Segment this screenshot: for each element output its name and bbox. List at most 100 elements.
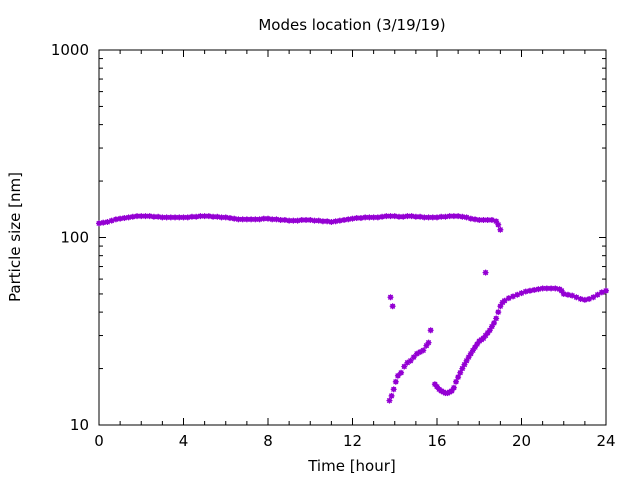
- plot-frame: [98, 49, 607, 426]
- data-point: [389, 303, 396, 310]
- y-tick-label: 1000: [51, 41, 89, 59]
- y-axis-label: Particle size [nm]: [6, 172, 24, 302]
- data-point: [476, 216, 483, 223]
- data-point: [197, 213, 204, 220]
- data-point: [450, 384, 457, 391]
- data-point: [539, 285, 546, 292]
- data-point: [421, 214, 428, 221]
- data-point: [298, 216, 305, 223]
- data-point: [117, 215, 124, 222]
- data-point: [388, 392, 395, 399]
- data-point: [392, 378, 399, 385]
- data-point: [420, 347, 427, 354]
- data-point: [548, 285, 555, 292]
- data-point: [129, 213, 136, 220]
- data-point: [603, 287, 609, 294]
- axis-ticks: 0 4 8 12 16 20 24 10 100 1000: [51, 41, 616, 450]
- data-point: [425, 214, 432, 221]
- data-point: [488, 216, 495, 223]
- data-point: [108, 217, 115, 224]
- data-point: [386, 397, 393, 404]
- data-point: [390, 386, 397, 393]
- data-point: [455, 213, 462, 220]
- data-point: [383, 213, 390, 220]
- data-point: [497, 303, 504, 310]
- data-point: [412, 213, 419, 220]
- data-point: [425, 339, 432, 346]
- data-point: [353, 215, 360, 222]
- x-tick-label: 20: [512, 432, 531, 450]
- data-point: [427, 327, 434, 334]
- data-point: [398, 369, 405, 376]
- x-tick-label: 8: [263, 432, 273, 450]
- data-point: [453, 378, 460, 385]
- y-tick-label: 100: [60, 229, 89, 247]
- data-point: [188, 213, 195, 220]
- data-point: [501, 297, 508, 304]
- data-point: [531, 286, 538, 293]
- data-point: [155, 213, 162, 220]
- data-point: [201, 213, 208, 220]
- data-point: [134, 213, 141, 220]
- data-point: [400, 213, 407, 220]
- data-point: [218, 214, 225, 221]
- data-point: [379, 213, 386, 220]
- data-point: [598, 289, 605, 296]
- x-tick-label: 24: [596, 432, 615, 450]
- data-point: [180, 214, 187, 221]
- data-point: [461, 361, 468, 368]
- data-point: [455, 374, 462, 381]
- data-point: [281, 216, 288, 223]
- data-point: [417, 213, 424, 220]
- data-point: [573, 294, 580, 301]
- data-point: [252, 216, 259, 223]
- data-point: [125, 214, 132, 221]
- data-point: [590, 294, 597, 301]
- data-point: [522, 288, 529, 295]
- data-point: [448, 387, 455, 394]
- data-point: [482, 269, 489, 276]
- data-point: [495, 221, 502, 228]
- data-point: [472, 216, 479, 223]
- data-point: [387, 213, 394, 220]
- data-point: [121, 215, 128, 222]
- data-point: [450, 213, 457, 220]
- data-point: [446, 213, 453, 220]
- data-point: [491, 319, 498, 326]
- data-point: [535, 286, 542, 293]
- data-point: [357, 215, 364, 222]
- x-axis-label: Time [hour]: [307, 457, 396, 475]
- data-point: [497, 226, 504, 233]
- x-tick-label: 12: [343, 432, 362, 450]
- data-point: [239, 216, 246, 223]
- data-point: [226, 215, 233, 222]
- x-tick-label: 4: [179, 432, 189, 450]
- data-point: [214, 213, 221, 220]
- data-point: [560, 290, 567, 297]
- data-point: [345, 216, 352, 223]
- y-tick-label: 10: [70, 416, 89, 434]
- data-point: [307, 216, 314, 223]
- data-point: [493, 315, 500, 322]
- data-point: [581, 296, 588, 303]
- data-point: [594, 291, 601, 298]
- data-point: [362, 214, 369, 221]
- data-point: [387, 294, 394, 301]
- data-point: [286, 217, 293, 224]
- data-point: [112, 216, 119, 223]
- data-point: [231, 215, 238, 222]
- data-point: [543, 285, 550, 292]
- data-point: [256, 216, 263, 223]
- data-point: [429, 214, 436, 221]
- data-point: [370, 214, 377, 221]
- data-points: [96, 213, 609, 404]
- x-tick-label: 16: [427, 432, 446, 450]
- data-point: [434, 214, 440, 221]
- data-point: [463, 357, 470, 364]
- data-point: [495, 309, 502, 316]
- chart-title: Modes location (3/19/19): [258, 16, 445, 34]
- data-point: [248, 216, 255, 223]
- data-point: [404, 213, 411, 220]
- data-point: [277, 216, 284, 223]
